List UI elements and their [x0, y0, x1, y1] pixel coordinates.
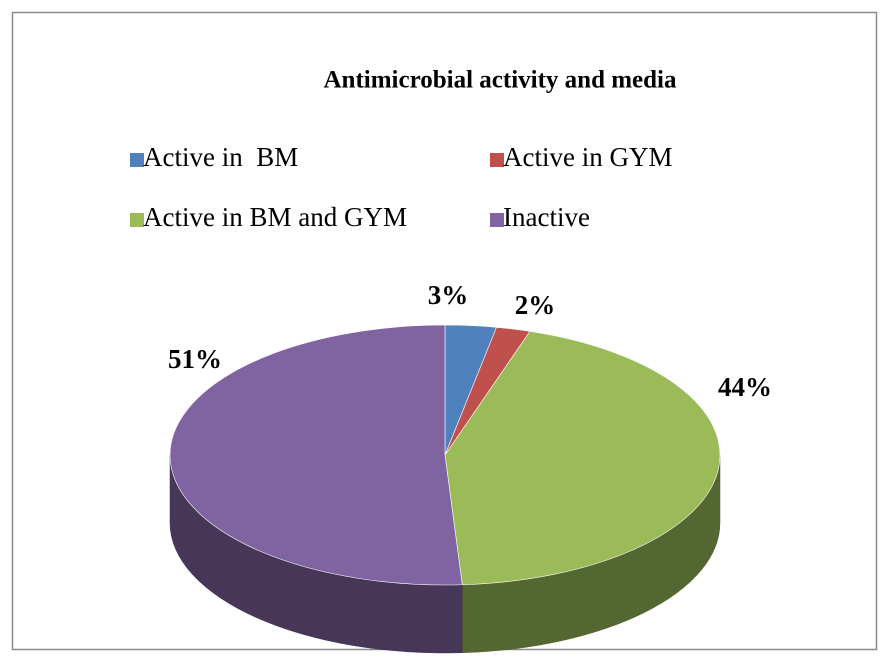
- legend-marker: [130, 213, 144, 227]
- legend-label: Active in BM and GYM: [143, 202, 407, 232]
- legend-marker: [490, 153, 504, 167]
- pie-slice: [444, 331, 721, 586]
- data-label: 51%: [168, 344, 222, 374]
- legend-label: Active in BM: [143, 142, 298, 172]
- pie-slice: [169, 324, 463, 586]
- legend-marker: [490, 213, 504, 227]
- data-label: 2%: [515, 290, 556, 320]
- data-label: 3%: [428, 280, 469, 310]
- legend-label: Active in GYM: [503, 142, 672, 172]
- legend-label: Inactive: [503, 202, 590, 232]
- legend-marker: [130, 153, 144, 167]
- data-label: 44%: [718, 372, 772, 402]
- chart-title: Antimicrobial activity and media: [323, 67, 677, 94]
